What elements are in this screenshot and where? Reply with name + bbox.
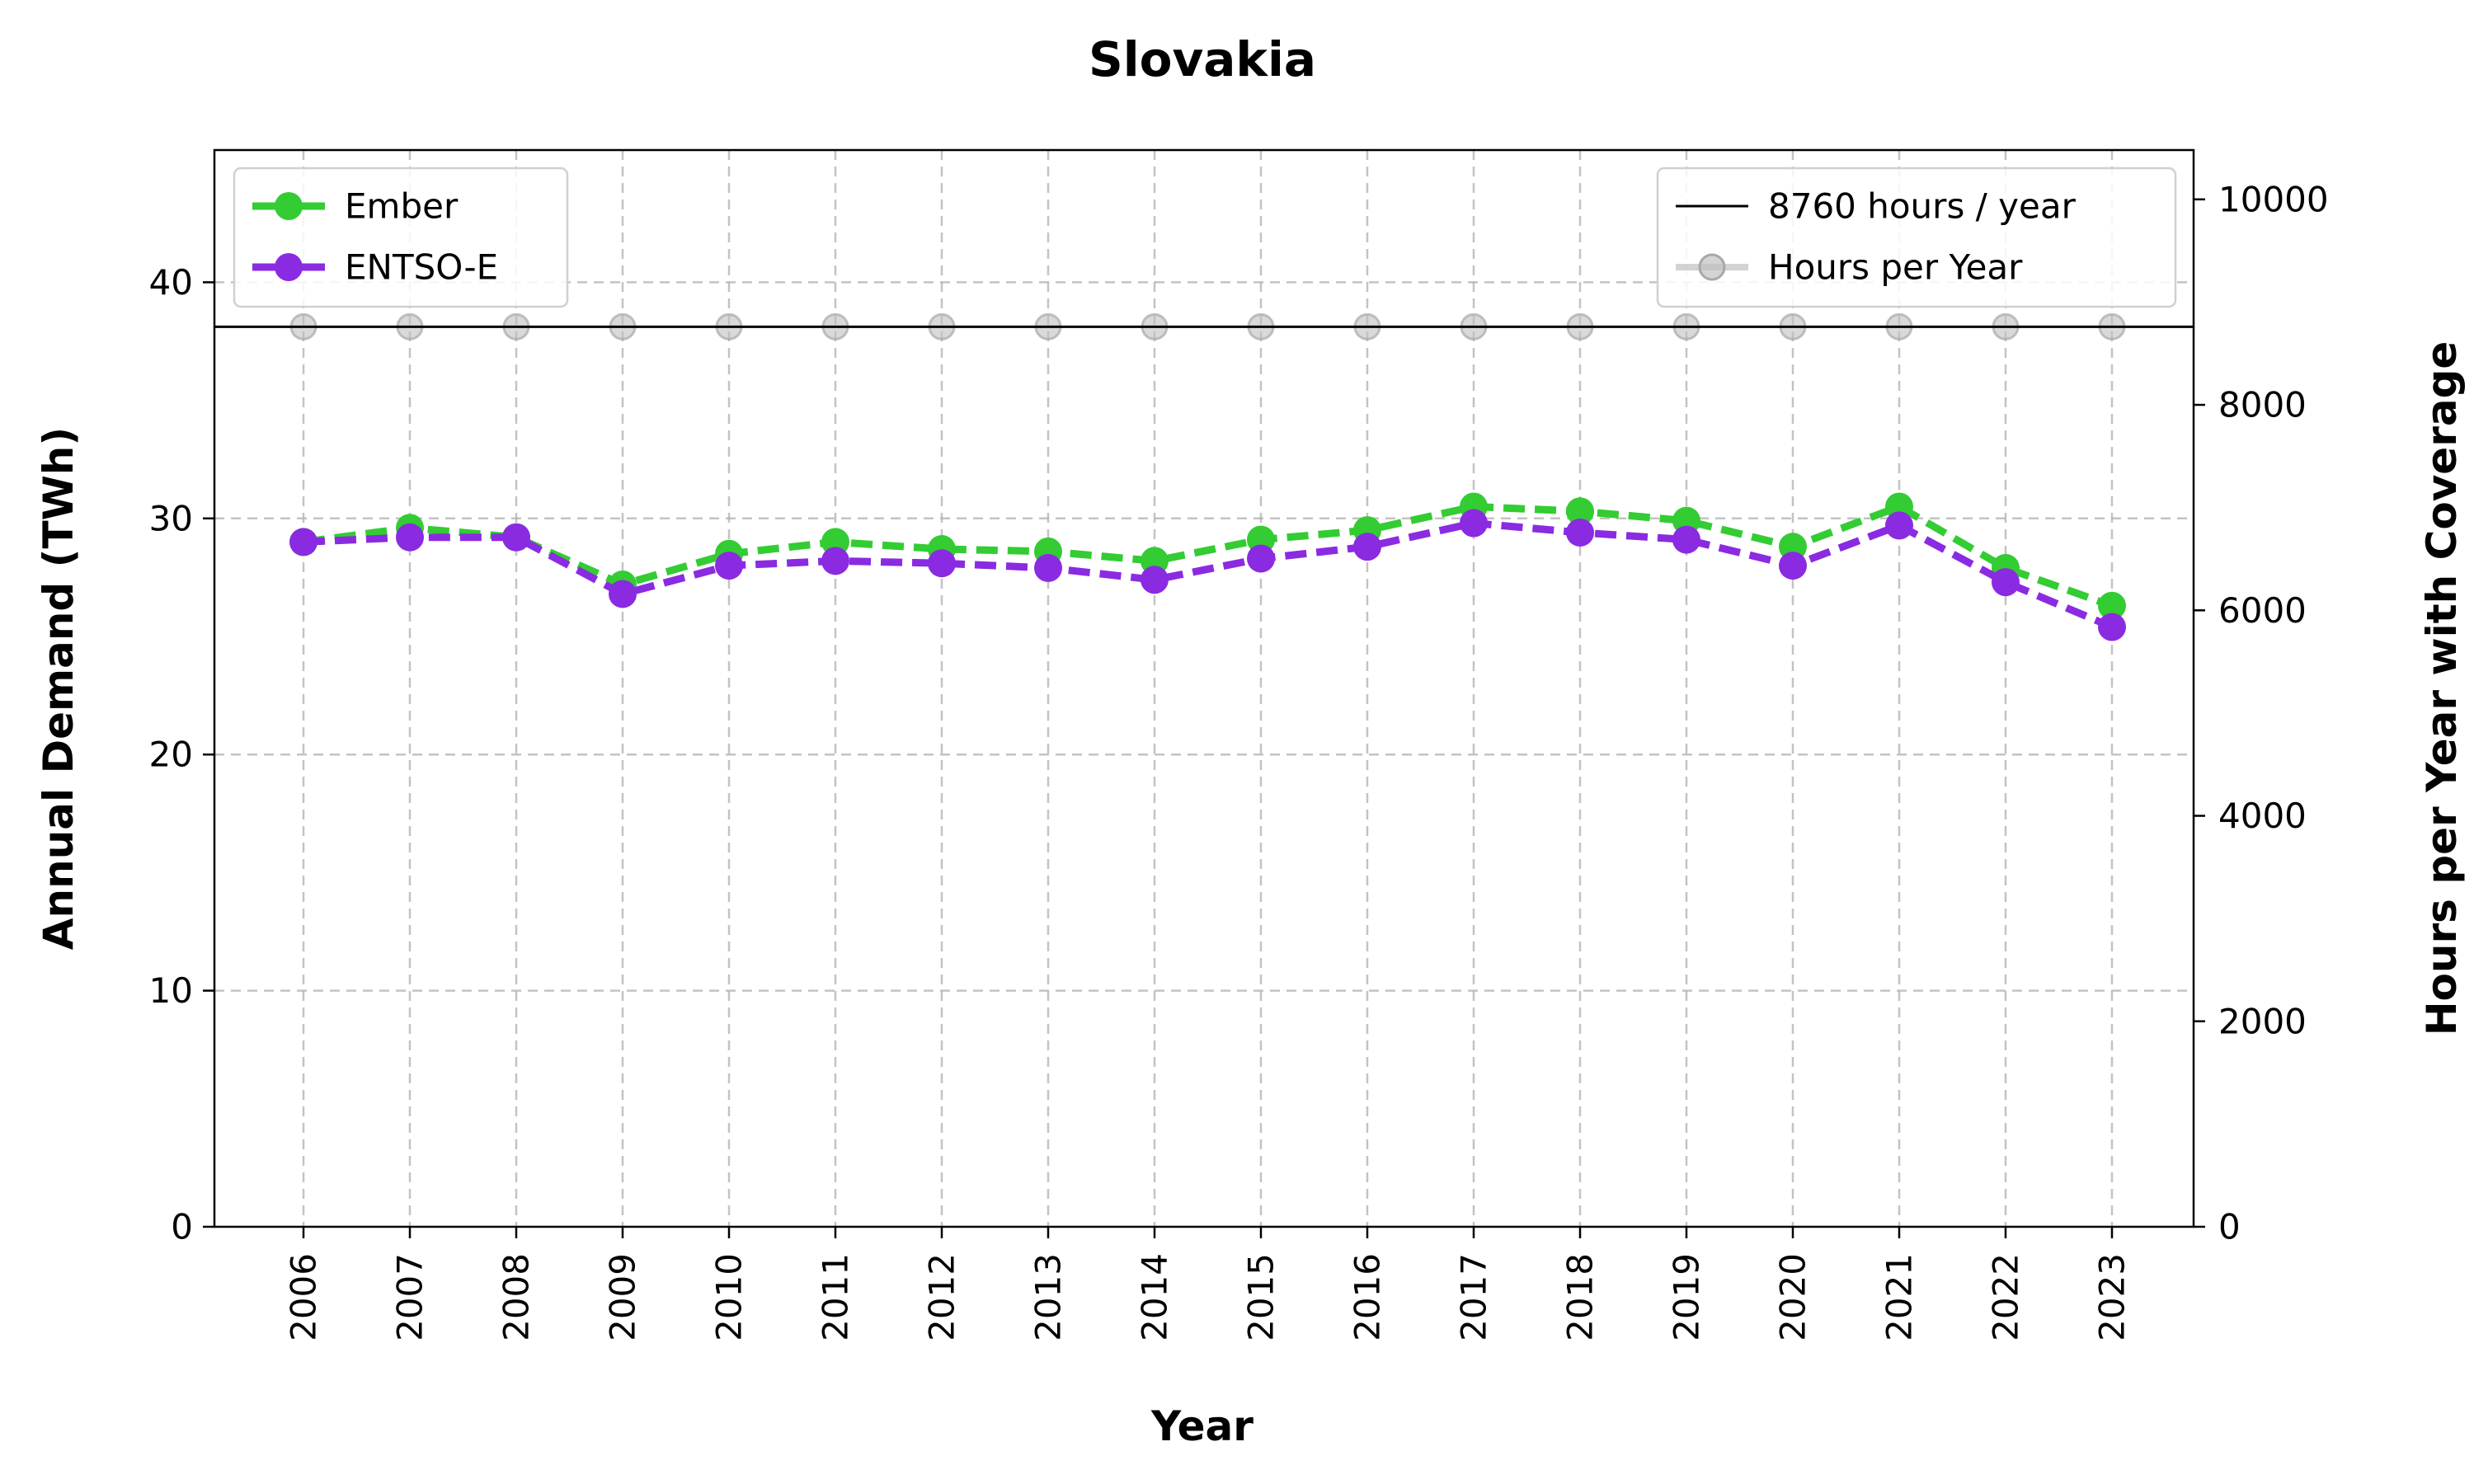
x-axis: 2006 2007 2008 2009 2010 2011 2012 2013 2014 2015…: [284, 1227, 2133, 1341]
entso-e-point: [1672, 525, 1700, 554]
x-axis-label: Year: [1150, 1402, 1253, 1450]
legend-label-8760-hours-year: 8760 hours / year: [1768, 186, 2077, 227]
entso-e-point: [1034, 553, 1062, 582]
entso-e-point: [1992, 568, 2020, 597]
x-tick-label: 2010: [709, 1253, 750, 1341]
legend-label-ember: Ember: [345, 186, 459, 227]
entso-e-point: [396, 523, 424, 552]
legend-marker-ember: [275, 192, 303, 220]
chart-title: Slovakia: [1089, 31, 1316, 87]
y2-tick-label: 2000: [2218, 1001, 2307, 1041]
legend-left: Ember ENTSO-E: [233, 167, 569, 308]
x-tick-label: 2019: [1667, 1253, 1707, 1341]
entso-e-point: [715, 552, 743, 580]
y-tick-label: 30: [149, 498, 193, 538]
y-axis-label: Annual Demand (TWh): [35, 427, 82, 950]
y-tick-label: 40: [149, 262, 193, 303]
x-tick-label: 2020: [1773, 1253, 1813, 1341]
y-tick-label: 0: [171, 1207, 193, 1247]
y2-tick-label: 4000: [2218, 796, 2307, 836]
x-tick-label: 2017: [1454, 1253, 1494, 1341]
y2-tick-label: 0: [2218, 1207, 2241, 1247]
entso-e-line: [303, 519, 2114, 631]
legend-label-hours-per-year: Hours per Year: [1768, 247, 2023, 288]
x-tick-label: 2014: [1135, 1253, 1175, 1341]
entso-e-point: [2098, 613, 2126, 641]
legend-label-entso-e: ENTSO-E: [345, 247, 498, 288]
legend-right: 8760 hours / year Hours per Year: [1656, 167, 2177, 308]
entso-e-point: [1353, 533, 1381, 561]
entso-e-point: [928, 549, 956, 578]
x-tick-label: 2021: [1879, 1253, 1920, 1341]
ember-point: [2098, 591, 2126, 620]
x-tick-label: 2018: [1560, 1253, 1601, 1341]
y-axis-right: 0 2000 4000 6000 8000 10000: [2194, 179, 2329, 1247]
ember-line: [303, 502, 2114, 609]
entso-e-point: [1247, 544, 1275, 573]
entso-e-point: [1460, 509, 1488, 538]
x-tick-label: 2015: [1241, 1253, 1282, 1341]
x-tick-label: 2011: [816, 1253, 856, 1341]
x-tick-label: 2022: [1986, 1253, 2026, 1341]
plot-frame: [213, 148, 2195, 1228]
legend-marker-hours-per-year: [1698, 253, 1726, 281]
y-axis-left: 0 10 20 30 40: [149, 262, 214, 1247]
x-tick-label: 2016: [1348, 1253, 1388, 1341]
entso-e-point: [609, 580, 637, 608]
y2-tick-label: 10000: [2218, 179, 2329, 219]
entso-e-point: [502, 523, 530, 552]
x-tick-label: 2023: [2092, 1253, 2133, 1341]
legend-box: [1656, 167, 2177, 308]
x-tick-label: 2013: [1028, 1253, 1069, 1341]
grid: [214, 150, 2194, 1227]
y-tick-label: 10: [149, 970, 193, 1011]
y2-tick-label: 6000: [2218, 590, 2307, 631]
y2-axis-label: Hours per Year with Coverage: [2418, 341, 2466, 1036]
entso-e-point: [1566, 518, 1594, 547]
x-tick-label: 2008: [496, 1253, 537, 1341]
y2-tick-label: 8000: [2218, 385, 2307, 425]
entso-e-point: [289, 528, 317, 556]
x-tick-label: 2012: [922, 1253, 962, 1341]
legend-marker-entso-e: [275, 253, 303, 281]
entso-e-point: [1141, 566, 1169, 594]
entso-e-point: [821, 547, 849, 575]
y-tick-label: 20: [149, 735, 193, 775]
series-layer: [214, 312, 2194, 641]
entso-e-point: [1885, 511, 1913, 540]
x-tick-label: 2009: [603, 1253, 643, 1341]
entso-e-point: [1779, 552, 1807, 580]
ember-point: [1566, 497, 1594, 526]
x-tick-label: 2007: [390, 1253, 430, 1341]
x-tick-label: 2006: [284, 1253, 324, 1341]
